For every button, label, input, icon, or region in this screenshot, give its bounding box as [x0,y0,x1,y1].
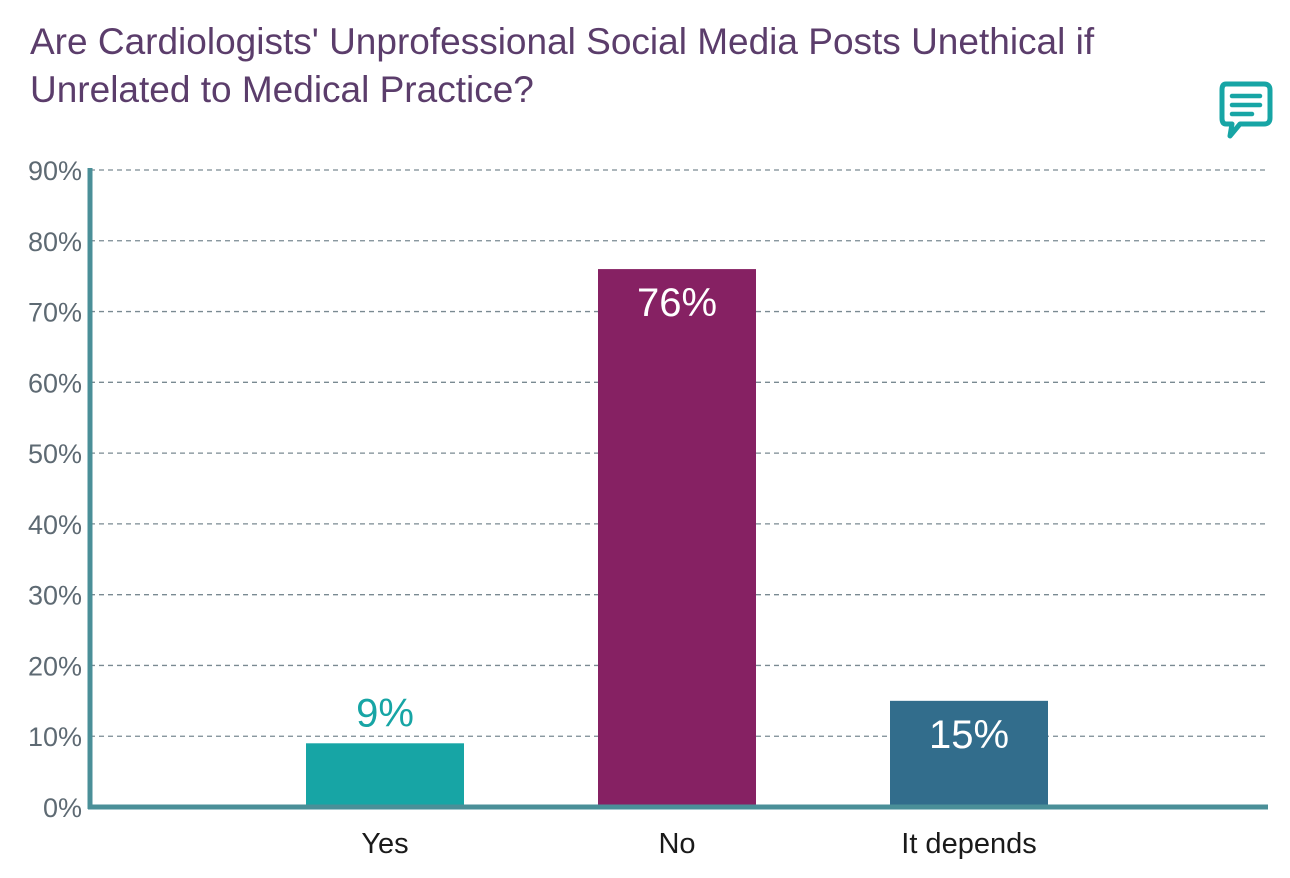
x-category-label: It depends [901,828,1036,860]
y-tick-label: 90% [28,156,82,186]
axes [87,168,1268,810]
data-labels: 9% 76% 15% [356,281,1009,757]
y-tick-label: 0% [43,793,82,823]
comment-bubble-icon[interactable] [1218,80,1274,142]
y-tick-label: 20% [28,651,82,681]
x-axis-categories: Yes No It depends [361,828,1036,860]
y-axis-ticks: 0% 10% 20% 30% 40% 50% 60% 70% 80% 90% [28,156,82,823]
x-category-label: No [658,828,695,860]
y-tick-label: 10% [28,722,82,752]
y-tick-label: 80% [28,227,82,257]
y-tick-label: 60% [28,368,82,398]
y-tick-label: 40% [28,510,82,540]
bars [306,269,1048,808]
data-label: 15% [929,713,1009,757]
data-label: 76% [637,281,717,325]
bar-yes [306,743,464,807]
y-tick-label: 30% [28,581,82,611]
y-tick-label: 70% [28,298,82,328]
bar-no [598,269,756,808]
y-tick-label: 50% [28,439,82,469]
chart-title: Are Cardiologists' Unprofessional Social… [30,21,1095,110]
bar-it-depends [890,700,1048,807]
data-label: 9% [356,691,414,735]
x-category-label: Yes [361,828,408,860]
